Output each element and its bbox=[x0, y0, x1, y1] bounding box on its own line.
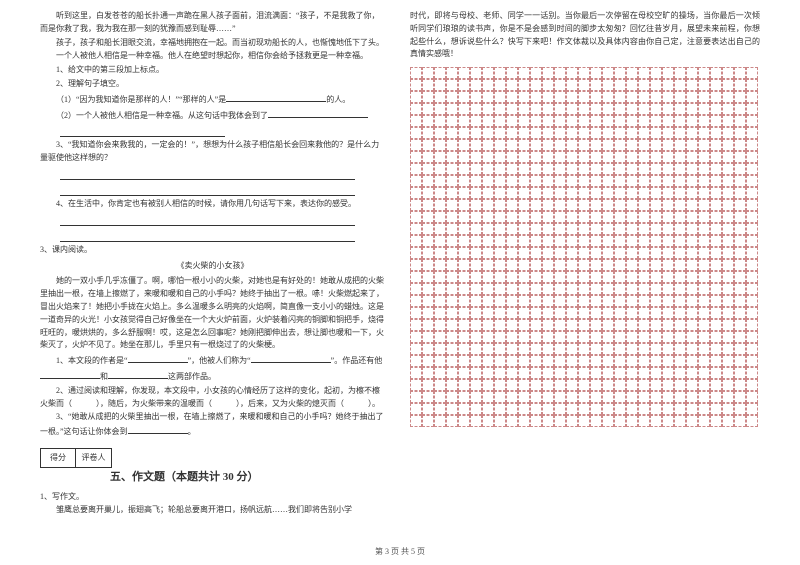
section5-title: 五、作文题（本题共计 30 分） bbox=[110, 469, 259, 487]
blank-r2-1[interactable] bbox=[128, 353, 188, 363]
r2-q1-b: ”，他被人们称为“ bbox=[188, 356, 251, 365]
reading2-q3: 3、“她敢从成把的火柴里抽出一根，在墙上擦燃了，来暖和暖和自己的小手吗？她终于抽… bbox=[40, 411, 385, 439]
q2-1-text-b: 的人。 bbox=[326, 95, 350, 104]
story1-q1: 1、给文中的第三段加上标点。 bbox=[40, 64, 385, 77]
r2-q1-c: ”。作品还有他 bbox=[331, 356, 383, 365]
writing-grid[interactable] bbox=[410, 67, 760, 427]
story1-p1: 听到这里，白发苍苍的船长扑通一声跪在黑人孩子面前，泪流满面：“孩子，不是我救了你… bbox=[40, 10, 385, 36]
story1-q2-1: （1）“因为我知道你是那样的人！”“那样的人”是 的人。 bbox=[40, 92, 385, 107]
reading2-header: 3、课内阅读。 bbox=[40, 244, 385, 257]
section5-q1: 1、写作文。 bbox=[40, 491, 385, 504]
r2-q3-a: 3、“她敢从成把的火柴里抽出一根，在墙上擦燃了，来暖和暖和自己的小手吗？她终于抽… bbox=[40, 412, 384, 436]
story1-q3: 3、“我知道你会来救我的，一定会的！”，想想为什么孩子相信船长会回来救他的？是什… bbox=[40, 139, 385, 165]
blank-q2-1[interactable] bbox=[226, 92, 326, 102]
right-p1: 时代，即将与母校、老师、同学一一话别。当你最后一次停留在母校空旷的操场，当你最后… bbox=[410, 10, 760, 61]
story1-q4: 4、在生活中，你肯定也有被别人相信的时候，请你用几句话写下来，表达你的感受。 bbox=[40, 198, 385, 211]
blank-r2-3[interactable] bbox=[40, 369, 100, 379]
q2-1-text-a: （1）“因为我知道你是那样的人！”“那样的人”是 bbox=[56, 95, 226, 104]
score-box: 得分 评卷人 bbox=[40, 448, 112, 468]
blank-line-1[interactable] bbox=[60, 123, 225, 137]
reading2-q1-cont: 和 这两部作品。 bbox=[40, 369, 385, 384]
reading2-q1: 1、本文段的作者是“ ”，他被人们称为“ ”。作品还有他 bbox=[40, 353, 385, 368]
r2-q1-e: 这两部作品。 bbox=[168, 372, 216, 381]
blank-r2-5[interactable] bbox=[128, 424, 188, 434]
r2-q1-d: 和 bbox=[100, 372, 108, 381]
section5-p1: 雏鹰总要离开巢儿，振翅高飞；轮船总要离开港口，扬帆远航……我们即将告别小学 bbox=[40, 504, 385, 517]
score-label-2: 评卷人 bbox=[76, 449, 111, 467]
story1-q2-2: （2）一个人被他人相信是一种幸福。从这句话中我体会到了 bbox=[40, 108, 385, 123]
score-label-1: 得分 bbox=[41, 449, 76, 467]
r2-q3-b: 。 bbox=[188, 427, 196, 436]
blank-line-2[interactable] bbox=[60, 166, 355, 180]
reading2-q2: 2、通过阅读和理解，你发现，本文段中，小女孩的心情经历了这样的变化，起初，为檫不… bbox=[40, 385, 385, 411]
q2-2-text: （2）一个人被他人相信是一种幸福。从这句话中我体会到了 bbox=[56, 111, 268, 120]
story1-p2: 孩子，孩子和船长泪眼交流，幸福地拥抱在一起。而当初现劝船长的人，也惭愧地低下了头… bbox=[40, 37, 385, 50]
blank-line-4[interactable] bbox=[60, 212, 355, 226]
story1-p3: 一个人被他人相信是一种幸福。他人在绝望时想起你，相信你会给予拯救更是一种幸福。 bbox=[40, 50, 385, 63]
reading2-title: 《卖火柴的小女孩》 bbox=[40, 260, 385, 273]
story1-q2: 2、理解句子填空。 bbox=[40, 78, 385, 91]
page-footer: 第 3 页 共 5 页 bbox=[0, 546, 800, 559]
r2-q1-a: 1、本文段的作者是“ bbox=[56, 356, 128, 365]
blank-line-5[interactable] bbox=[60, 228, 355, 242]
blank-r2-4[interactable] bbox=[108, 369, 168, 379]
blank-line-3[interactable] bbox=[60, 182, 355, 196]
blank-q2-2[interactable] bbox=[268, 108, 368, 118]
reading2-body: 她的一双小手几乎冻僵了。啊，哪怕一根小小的火柴，对她也是有好处的！她敢从成把的火… bbox=[40, 275, 385, 352]
blank-r2-2[interactable] bbox=[251, 353, 331, 363]
